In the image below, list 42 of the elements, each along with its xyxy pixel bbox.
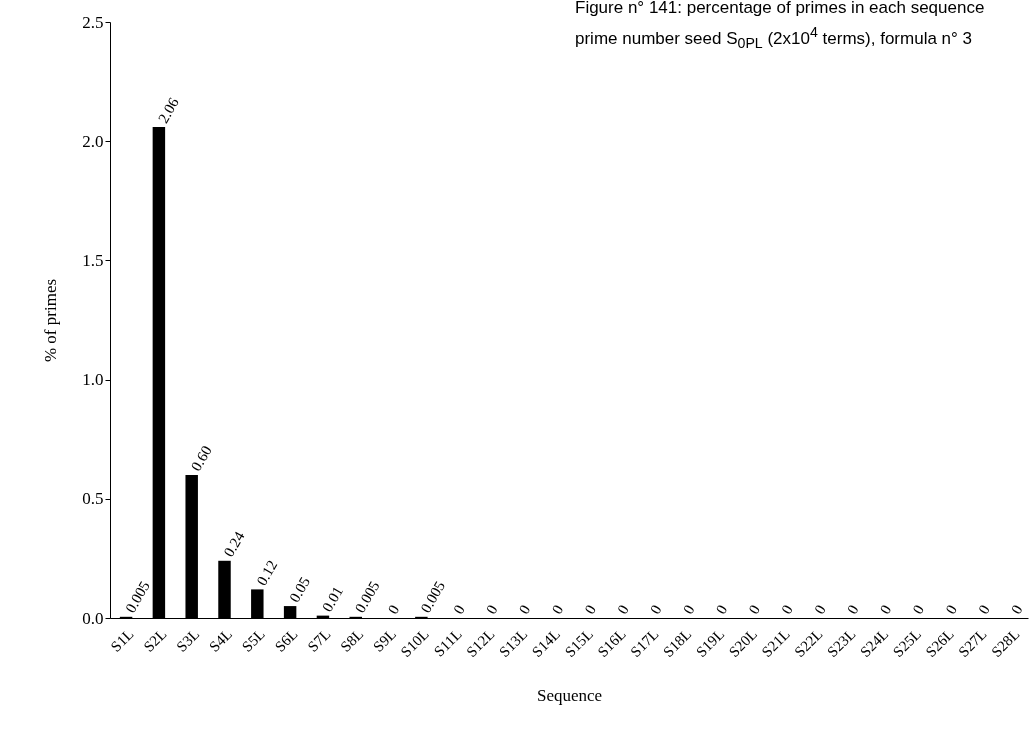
data-label: 0 (843, 602, 862, 617)
x-tick-label: S2L (140, 625, 170, 655)
data-label: 0 (909, 602, 928, 617)
data-label: 0.05 (286, 574, 314, 605)
data-label: 0 (745, 602, 764, 617)
data-label: 0 (679, 602, 698, 617)
data-label: 0 (876, 602, 895, 617)
data-label: 0.01 (319, 583, 346, 615)
data-label: 0 (811, 602, 829, 617)
x-tick-label: S7L (304, 625, 334, 655)
data-label: 0 (975, 602, 993, 617)
x-axis-title: Sequence (536, 686, 603, 706)
y-tick-label: 2.5 (82, 12, 104, 32)
x-tick-label: S4L (206, 625, 236, 655)
x-tick-label: S5L (238, 625, 268, 655)
y-tick-label: 1.0 (82, 370, 104, 390)
x-tick-label: S3L (173, 625, 203, 655)
data-label: 0.12 (253, 557, 281, 589)
data-label: 0 (515, 602, 534, 617)
data-label: 0 (384, 602, 403, 617)
data-label: 0 (581, 602, 600, 617)
data-label: 0 (712, 602, 731, 617)
y-tick-label: 0.5 (82, 489, 104, 509)
y-tick-label: 0.0 (82, 608, 104, 628)
x-tick-label: S1L (107, 625, 137, 655)
x-tick-label: S6L (271, 625, 301, 655)
data-label: 0 (450, 602, 468, 617)
data-label: 0 (548, 602, 567, 617)
data-label: 0.60 (187, 443, 215, 474)
data-label: 0 (614, 602, 632, 617)
data-label: 0 (942, 602, 960, 617)
data-label: 0 (647, 602, 665, 617)
data-label: 0 (483, 602, 501, 617)
y-axis-title: % of primes (41, 278, 61, 363)
x-tick-label: S9L (370, 625, 400, 655)
chart-title: Figure n° 141: percentage of primes in each sequence prime number seed S$_{0PL}$ (2x10$^{4}$ terms), formula n° 3 (575, 0, 986, 54)
data-label: 0 (1008, 602, 1026, 617)
data-label: 0.24 (220, 528, 248, 560)
data-label: 0 (778, 602, 796, 617)
y-tick-label: 2.0 (82, 131, 104, 151)
x-tick-label: S8L (337, 625, 367, 655)
y-tick-label: 1.5 (82, 250, 104, 270)
